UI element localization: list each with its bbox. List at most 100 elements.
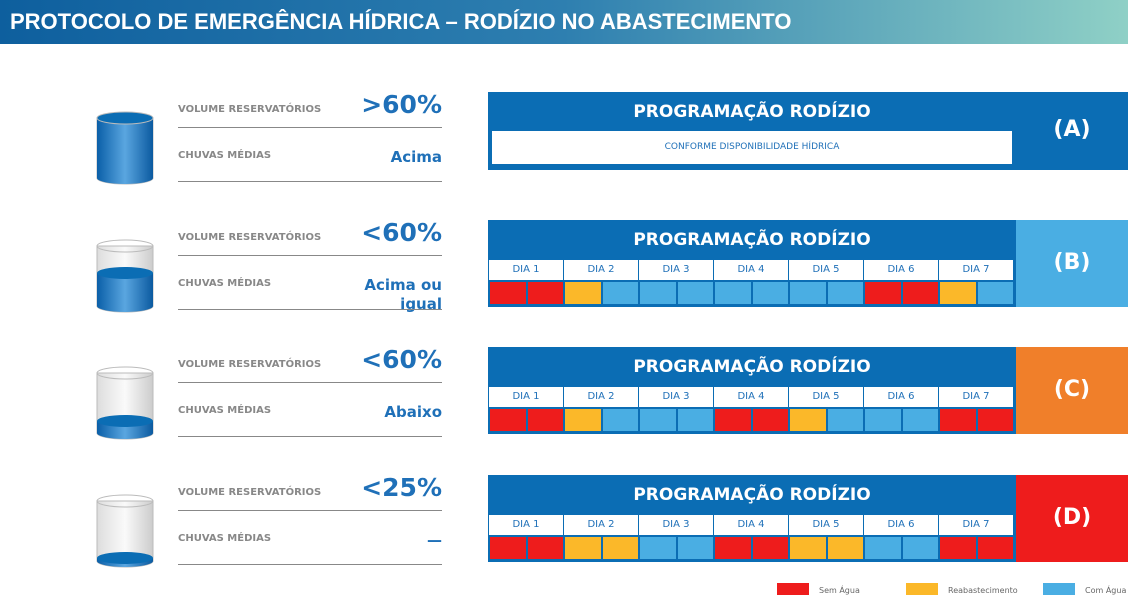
day-label: DIA 6 — [864, 387, 939, 407]
volume-value: <60% — [361, 218, 442, 247]
day-label: DIA 4 — [714, 387, 789, 407]
day-cell — [789, 408, 827, 432]
tank-icon — [96, 239, 154, 313]
legend-swatch — [906, 583, 938, 595]
note-text: CONFORME DISPONIBILIDADE HÍDRICA — [664, 142, 840, 152]
day-cell — [939, 281, 977, 305]
day-cell — [489, 536, 527, 560]
legend-swatch — [1043, 583, 1075, 595]
day-cell — [526, 408, 564, 432]
divider — [178, 564, 442, 565]
legend-swatch — [777, 583, 809, 595]
day-cell — [601, 536, 639, 560]
page-title: PROTOCOLO DE EMERGÊNCIA HÍDRICA – RODÍZI… — [0, 0, 1128, 44]
day-label: DIA 2 — [564, 515, 639, 535]
rain-label: CHUVAS MÉDIAS — [178, 533, 272, 544]
legend-label: Reabastecimento — [948, 586, 1018, 595]
schedule-title: PROGRAMAÇÃO RODÍZIO — [633, 485, 871, 505]
day-cell — [939, 536, 977, 560]
level-box — [1016, 347, 1128, 434]
day-cell — [976, 536, 1014, 560]
rain-value: Acima — [390, 148, 442, 166]
rain-value: Abaixo — [384, 403, 442, 421]
volume-label: VOLUME RESERVATÓRIOS — [178, 232, 322, 243]
volume-value: <25% — [361, 473, 442, 502]
rain-label: CHUVAS MÉDIAS — [178, 278, 272, 289]
day-cell — [864, 536, 902, 560]
divider — [178, 510, 442, 511]
schedule-title: PROGRAMAÇÃO RODÍZIO — [633, 102, 871, 122]
level-box — [1016, 475, 1128, 562]
day-label: DIA 6 — [864, 515, 939, 535]
day-cell — [564, 281, 602, 305]
day-label: DIA 7 — [939, 387, 1014, 407]
divider — [178, 309, 442, 310]
volume-label: VOLUME RESERVATÓRIOS — [178, 104, 322, 115]
volume-value: >60% — [361, 90, 442, 119]
rain-label: CHUVAS MÉDIAS — [178, 405, 272, 416]
day-cell — [864, 281, 902, 305]
legend-label: Com Água — [1085, 586, 1127, 595]
note-box: CONFORME DISPONIBILIDADE HÍDRICA — [491, 130, 1013, 165]
day-cell — [526, 536, 564, 560]
day-cell — [789, 536, 827, 560]
level-box — [1016, 92, 1128, 170]
schedule-title: PROGRAMAÇÃO RODÍZIO — [633, 230, 871, 250]
day-label: DIA 2 — [564, 260, 639, 280]
day-label: DIA 1 — [489, 260, 564, 280]
day-cell — [976, 408, 1014, 432]
day-cell — [639, 281, 677, 305]
day-cell — [976, 281, 1014, 305]
day-cell — [939, 408, 977, 432]
day-cell — [751, 281, 789, 305]
tank-icon — [96, 366, 154, 440]
legend-label: Sem Água — [819, 586, 860, 595]
level-label: (C) — [1053, 376, 1091, 402]
day-cell — [864, 408, 902, 432]
day-cell — [676, 281, 714, 305]
day-label: DIA 3 — [639, 387, 714, 407]
divider — [178, 127, 442, 128]
day-label: DIA 5 — [789, 387, 864, 407]
divider — [178, 255, 442, 256]
day-cell — [714, 536, 752, 560]
day-cell — [489, 281, 527, 305]
divider — [178, 382, 442, 383]
day-cell — [901, 281, 939, 305]
day-label: DIA 7 — [939, 260, 1014, 280]
rain-value: Acima ou igual — [364, 276, 442, 313]
volume-label: VOLUME RESERVATÓRIOS — [178, 359, 322, 370]
day-cell — [751, 408, 789, 432]
day-cell — [901, 536, 939, 560]
tank-icon — [96, 111, 154, 185]
day-cell — [826, 408, 864, 432]
day-label: DIA 3 — [639, 515, 714, 535]
day-cell — [676, 536, 714, 560]
divider — [178, 181, 442, 182]
day-cell — [601, 281, 639, 305]
day-label: DIA 4 — [714, 260, 789, 280]
day-cell — [489, 408, 527, 432]
day-cell — [826, 281, 864, 305]
day-cell — [601, 408, 639, 432]
level-label: (D) — [1052, 504, 1092, 530]
level-label: (B) — [1053, 249, 1091, 275]
tank-icon — [96, 494, 154, 568]
day-label: DIA 5 — [789, 260, 864, 280]
day-cell — [526, 281, 564, 305]
day-cell — [714, 281, 752, 305]
level-box — [1016, 220, 1128, 307]
day-cell — [639, 536, 677, 560]
day-label: DIA 2 — [564, 387, 639, 407]
day-cell — [826, 536, 864, 560]
day-cell — [564, 408, 602, 432]
level-label: (A) — [1053, 117, 1091, 142]
day-cell — [676, 408, 714, 432]
day-cell — [564, 536, 602, 560]
divider — [178, 436, 442, 437]
rain-label: CHUVAS MÉDIAS — [178, 150, 272, 161]
rain-value: — — [427, 531, 442, 549]
day-label: DIA 3 — [639, 260, 714, 280]
volume-value: <60% — [361, 345, 442, 374]
